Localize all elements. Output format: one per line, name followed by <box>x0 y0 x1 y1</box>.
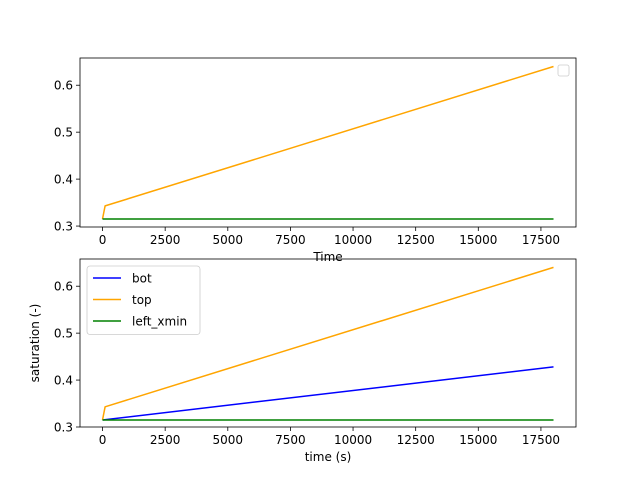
series-line-top <box>101 266 554 421</box>
legend-box <box>86 265 201 335</box>
x-axis-label: time (s) <box>305 450 352 464</box>
x-tick-label: 12500 <box>397 233 435 247</box>
legend-label-left-xmin: left_xmin <box>132 315 187 329</box>
x-axis-label: Time <box>312 250 342 264</box>
x-tick-label: 7500 <box>275 433 306 447</box>
series-line-bot <box>102 366 554 421</box>
x-tick-label: 0 <box>99 433 107 447</box>
x-tick-label: 12500 <box>397 433 435 447</box>
y-tick-label: 0.3 <box>54 421 73 435</box>
x-tick-label: 15000 <box>459 433 497 447</box>
legend-label-bot: bot <box>132 272 152 286</box>
legend-box <box>557 64 570 77</box>
y-tick-label: 0.3 <box>54 220 73 234</box>
x-tick-label: 0 <box>99 233 107 247</box>
x-tick-label: 15000 <box>459 233 497 247</box>
legend-label-top: top <box>132 293 152 307</box>
y-tick-label: 0.6 <box>54 79 73 93</box>
plots: 0 2500 5000 7500 10000 12500 15000 17500 0.3 0.4 0… <box>28 57 577 464</box>
x-tick-label: 2500 <box>150 433 181 447</box>
x-tick-label: 2500 <box>150 233 181 247</box>
x-tick-label: 17500 <box>522 433 560 447</box>
y-tick-label: 0.4 <box>54 374 73 388</box>
x-tick-label: 10000 <box>334 433 372 447</box>
x-tick-label: 5000 <box>213 233 244 247</box>
y-tick-label: 0.4 <box>54 173 73 187</box>
x-tick-label: 7500 <box>275 233 306 247</box>
y-axis-label: saturation (-) <box>28 304 42 383</box>
x-tick-label: 17500 <box>522 233 560 247</box>
axes-frame <box>79 57 577 228</box>
axes-frame <box>79 258 577 428</box>
axes-1: 0 2500 5000 7500 10000 12500 15000 17500 0.3 0.4 0… <box>54 57 577 264</box>
series-line-series-1 <box>101 65 554 220</box>
y-tick-label: 0.5 <box>54 126 73 140</box>
y-tick-label: 0.5 <box>54 327 73 341</box>
x-tick-label: 5000 <box>213 433 244 447</box>
x-tick-label: 10000 <box>334 233 372 247</box>
y-tick-label: 0.6 <box>54 280 73 294</box>
axes-2: 0 2500 5000 7500 10000 12500 15000 17500 0.3 0.4 0… <box>28 258 577 464</box>
